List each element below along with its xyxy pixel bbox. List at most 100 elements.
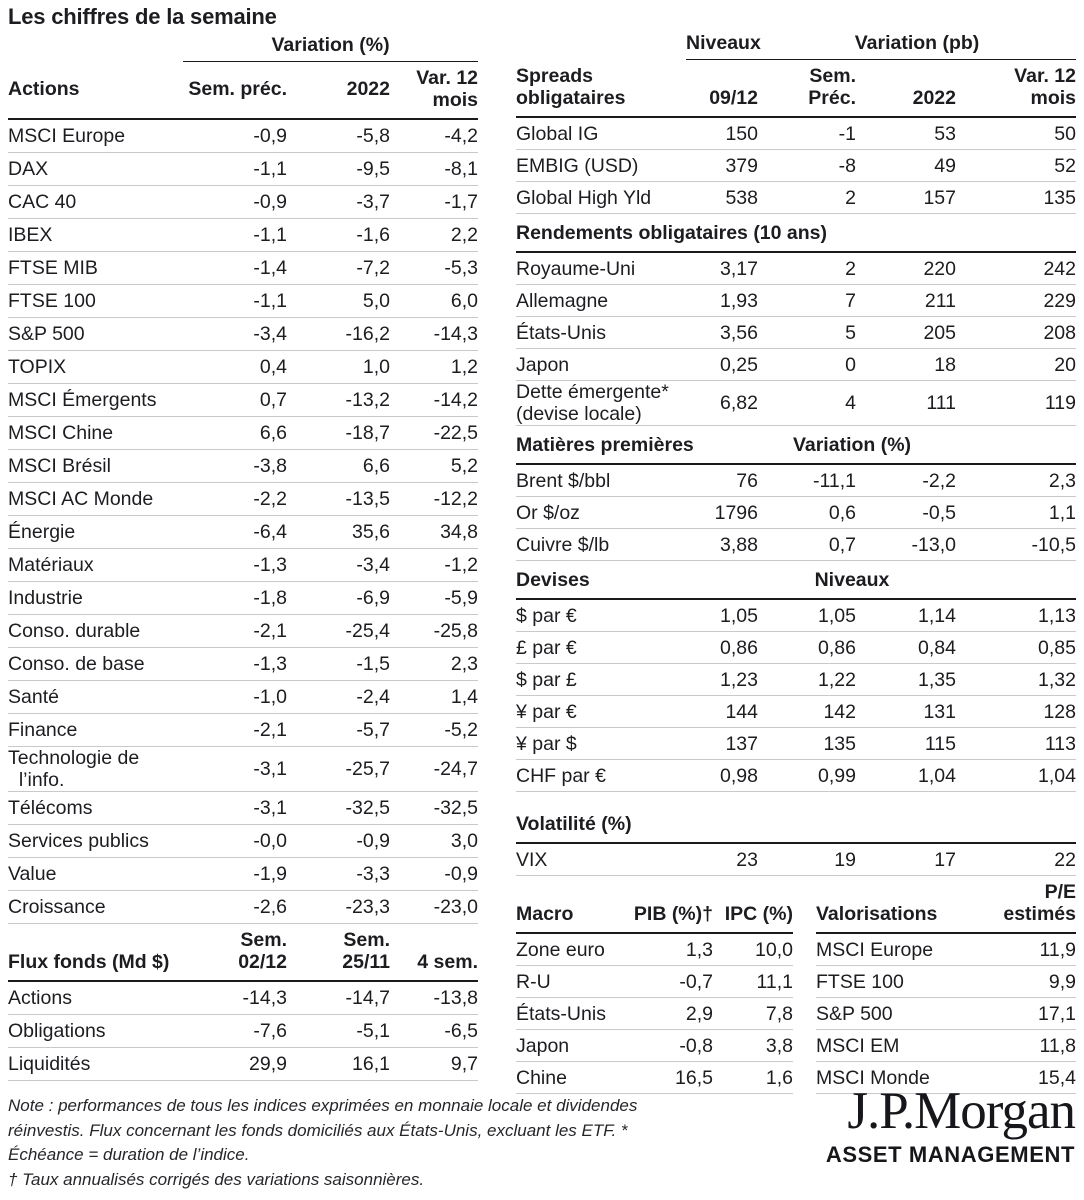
row-value: 128 xyxy=(956,695,1076,729)
table-row: FTSE MIB -1,4 -7,2 -5,3 xyxy=(8,251,479,286)
row-label: FTSE MIB xyxy=(8,251,183,286)
row-value: -1,8 xyxy=(183,581,287,616)
row-value: 205 xyxy=(856,316,956,350)
table-row: FTSE 100 -1,1 5,0 6,0 xyxy=(8,284,479,319)
col-header-actions: Actions xyxy=(8,61,183,121)
group-header-variation-pct: Variation (%) xyxy=(183,32,479,63)
row-label: S&P 500 xyxy=(8,317,183,352)
row-value: 18 xyxy=(856,348,956,382)
row-value: -0,0 xyxy=(183,824,287,859)
row-value: -2,2 xyxy=(856,465,956,498)
row-value: -1,0 xyxy=(183,680,287,715)
row-value: 17 xyxy=(856,844,956,877)
row-value: -3,1 xyxy=(183,746,287,793)
table-row: R-U -0,7 11,1 xyxy=(516,965,793,999)
row-value: 1,6 xyxy=(713,1061,793,1095)
row-value: 50 xyxy=(956,117,1076,151)
fund-flows-table: Flux fonds (Md $) Sem. 02/12 Sem. 25/11 … xyxy=(8,924,478,1082)
row-label: CHF par € xyxy=(516,759,686,793)
table-row: Finance -2,1 -5,7 -5,2 xyxy=(8,713,479,748)
col-header-flux-fonds: Flux fonds (Md $) xyxy=(8,924,183,983)
row-value: -3,1 xyxy=(183,791,287,826)
footnote: Note : performances de tous les indices … xyxy=(8,1094,648,1193)
row-label: £ par € xyxy=(516,631,686,665)
valuations-table-body: MSCI Europe 11,9 FTSE 100 9,9 S&P 500 17,1 MSC… xyxy=(816,933,1076,1095)
asset-management-label: ASSET MANAGEMENT xyxy=(825,1142,1075,1168)
row-value: 6,0 xyxy=(390,284,479,319)
row-value: 0,85 xyxy=(956,631,1076,665)
bond-yields-table-body: Royaume-Uni 3,17 2 220 242 Allemagne 1,93 7 211 2… xyxy=(516,253,1076,427)
table-row: MSCI Chine 6,6 -18,7 -22,5 xyxy=(8,416,479,451)
table-row: Brent $/bbl 76 -11,1 -2,2 2,3 xyxy=(516,465,1076,498)
row-value: 23 xyxy=(686,844,758,877)
row-value: -2,1 xyxy=(183,614,287,649)
row-value: -7,6 xyxy=(183,1014,287,1049)
table-row: MSCI Europe 11,9 xyxy=(816,933,1076,967)
row-value: -5,7 xyxy=(287,713,390,748)
row-label: Global IG xyxy=(516,117,686,151)
row-value: -1,1 xyxy=(183,218,287,253)
row-value: -0,9 xyxy=(183,119,287,154)
row-label: MSCI Brésil xyxy=(8,449,183,484)
row-value: 1,93 xyxy=(686,284,758,318)
row-value: -4,2 xyxy=(390,119,479,154)
row-label: Liquidités xyxy=(8,1047,183,1082)
row-value: -23,0 xyxy=(390,890,479,925)
row-label: Finance xyxy=(8,713,183,748)
row-value: -5,8 xyxy=(287,119,390,154)
row-value: -23,3 xyxy=(287,890,390,925)
row-value: 34,8 xyxy=(390,515,479,550)
row-value: -2,1 xyxy=(183,713,287,748)
row-value: 11,8 xyxy=(966,1029,1076,1063)
row-value: 220 xyxy=(856,253,956,286)
row-value: 3,17 xyxy=(686,253,758,286)
row-value: 11,1 xyxy=(713,965,793,999)
row-value: 29,9 xyxy=(183,1047,287,1082)
commodities-table-body: Brent $/bbl 76 -11,1 -2,2 2,3 Or $/oz 1796 0,6-… xyxy=(516,465,1076,562)
col-header-sem-prec: Sem. Préc. xyxy=(758,59,856,119)
footnote-text: Note : performances de tous les indices … xyxy=(8,1096,638,1165)
col-header-sem-prec: Sem. préc. xyxy=(183,61,287,121)
table-row: Technologie de l’info. -3,1 -25,7 -24,7 xyxy=(8,746,479,793)
row-value: 1,32 xyxy=(956,663,1076,697)
row-value: -1,1 xyxy=(183,284,287,319)
actions-table: Variation (%) Actions Sem. préc. 2022 Va… xyxy=(8,32,479,925)
valuations-table: Valorisations P/E estimés MSCI Europe 11,… xyxy=(816,876,1076,1095)
row-value: 1,3 xyxy=(633,933,713,967)
group-header-niveaux: Niveaux xyxy=(686,30,761,61)
row-label: VIX xyxy=(516,844,686,877)
section-title: Volatilité (%) xyxy=(516,813,632,836)
row-value: 3,88 xyxy=(686,528,758,562)
spreads-table-body: Global IG 150 -1 53 50 EMBIG (USD) 379 -8 49 52 Gl… xyxy=(516,117,1076,215)
table-row: MSCI Europe -0,9 -5,8 -4,2 xyxy=(8,119,479,154)
table-row: CHF par €0,98 0,99 1,04 1,04 xyxy=(516,759,1076,793)
row-value: 35,6 xyxy=(287,515,390,550)
row-value: 3,0 xyxy=(390,824,479,859)
table-row: $ par £1,23 1,22 1,35 1,32 xyxy=(516,663,1076,697)
row-label: Conso. durable xyxy=(8,614,183,649)
row-label: Télécoms xyxy=(8,791,183,826)
row-value: 5,2 xyxy=(390,449,479,484)
row-value: -0,9 xyxy=(183,185,287,220)
row-value: 9,7 xyxy=(390,1047,478,1082)
row-label: MSCI AC Monde xyxy=(8,482,183,517)
row-value: -3,4 xyxy=(183,317,287,352)
col-header-ipc: IPC (%) xyxy=(713,898,793,935)
col-header-2022: 2022 xyxy=(856,59,956,119)
row-value: -1 xyxy=(758,117,856,151)
row-value: -12,2 xyxy=(390,482,479,517)
row-value: -14,7 xyxy=(287,981,390,1016)
row-label: Santé xyxy=(8,680,183,715)
row-value: 52 xyxy=(956,149,1076,183)
table-row: Japon -0,8 3,8 xyxy=(516,1029,793,1063)
row-value: 113 xyxy=(956,727,1076,761)
row-value: -14,3 xyxy=(390,317,479,352)
row-label: S&P 500 xyxy=(816,997,966,1031)
row-label: Dette émergente* (devise locale) xyxy=(516,380,686,427)
row-value: -1,6 xyxy=(287,218,390,253)
column-header-row: Flux fonds (Md $) Sem. 02/12 Sem. 25/11 … xyxy=(8,924,478,983)
row-label: Zone euro xyxy=(516,933,633,967)
row-value: -8,1 xyxy=(390,152,479,187)
row-value: -13,8 xyxy=(390,981,478,1016)
row-value: -13,2 xyxy=(287,383,390,418)
